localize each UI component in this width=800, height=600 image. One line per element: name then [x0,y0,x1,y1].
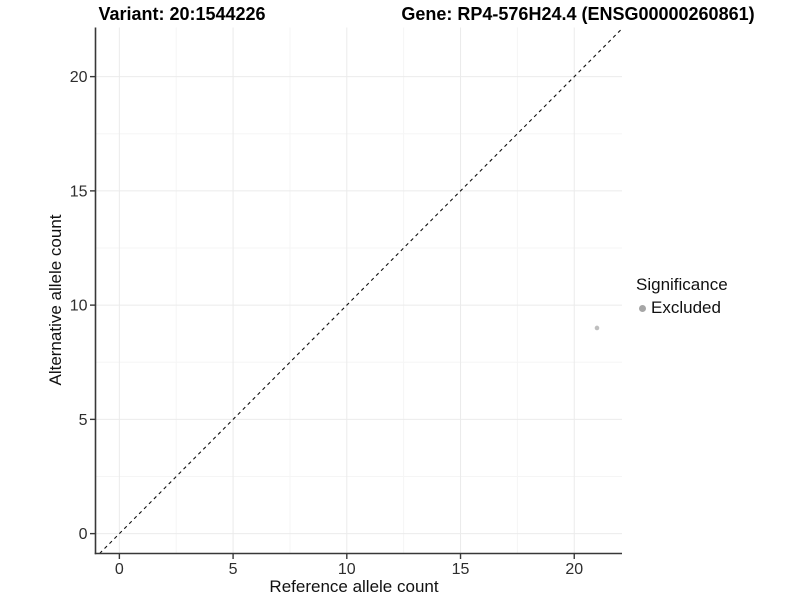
x-tick-label: 5 [229,561,238,578]
y-tick-label: 15 [70,183,88,200]
legend-title: Significance [636,275,728,294]
x-axis-label: Reference allele count [269,577,439,596]
x-tick-label: 0 [115,561,124,578]
y-tick-label: 0 [79,526,88,543]
legend: Significance Excluded [636,275,728,318]
gene-title: Gene: RP4-576H24.4 (ENSG00000260861) [401,4,755,24]
data-point [594,325,600,331]
x-tick-label: 10 [338,561,356,578]
y-tick-label: 5 [79,412,88,429]
x-tick-label: 20 [565,561,583,578]
legend-item-label: Excluded [651,298,721,317]
variant-title: Variant: 20:1544226 [98,4,266,24]
y-tick-label: 10 [70,298,88,315]
identity-dashed-line [99,28,623,554]
y-axis-label: Alternative allele count [46,214,65,386]
legend-item-excluded: Excluded [636,298,728,318]
excluded-point-icon [639,304,646,312]
y-tick-label: 20 [70,69,88,86]
x-tick-label: 15 [452,561,470,578]
